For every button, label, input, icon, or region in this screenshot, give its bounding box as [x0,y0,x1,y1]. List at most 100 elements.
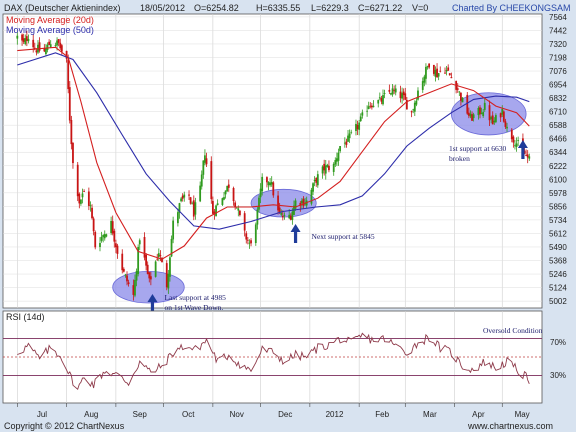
candle-body [382,95,384,105]
candle-body [347,135,349,142]
candle-body [83,191,85,192]
rsi-annotation: Oversold Condition [483,326,543,335]
candle-body [294,200,297,209]
chart-title: DAX (Deutscher Aktienindex) [4,3,121,13]
x-tick-label: Aug [84,410,98,419]
candle-body [70,119,73,145]
candle-body [243,213,246,231]
candle-body [60,45,63,52]
candle-body [216,203,219,206]
y-tick-label: 6588 [549,121,567,130]
candle-body [148,272,151,279]
first-support-arrow [517,140,528,159]
open-readout: O=6254.82 [194,3,239,13]
candle-body [335,158,338,162]
legend-ma20: Moving Average (20d) [6,15,94,25]
candle-body [394,88,397,93]
candle-body [183,194,186,198]
candle-body [68,87,71,121]
candle-body [116,245,119,254]
next-support-arrow [290,224,301,243]
candle-body [491,115,494,125]
candle-body [256,209,259,225]
candle-body [259,188,262,198]
candle-body [176,212,179,224]
candle-body [234,202,237,208]
candle-body [270,181,273,185]
candle-body [227,184,230,188]
candle-body [172,220,175,240]
candle-body [512,136,515,143]
last-support-label: on 1st Wave Down. [164,303,223,312]
candle-body [49,44,52,48]
candle-body [372,105,375,108]
candle-body [157,253,160,257]
candle-body [316,174,319,186]
candle-body [434,69,437,77]
candle-body [358,122,361,130]
y-tick-label: 6954 [549,81,567,90]
candle-body [16,35,19,39]
candle-body [102,235,105,237]
y-tick-label: 6344 [549,148,567,157]
arrow-shaft [293,231,298,243]
last-support-arrow [147,294,158,313]
footer-url: www.chartnexus.com [467,421,553,431]
y-tick-label: 6710 [549,108,567,117]
candle-body [493,120,496,123]
candle-body [366,110,369,112]
first-support-label: 1st support at 6630 [449,144,507,153]
moving-averages [17,46,530,260]
candle-body [237,208,240,211]
candle-body [405,99,408,110]
candle-body [445,70,448,72]
candle-body [226,185,229,192]
candle-body [122,268,125,272]
candle-body [81,193,84,198]
y-tick-label: 7198 [549,53,567,62]
candle-body [111,221,114,234]
candle-body [477,107,480,116]
candle-body [369,105,372,107]
date-axis: Jul Aug Sep Oct Nov Dec 2012 Feb Mar Apr May [17,403,530,419]
arrow-shaft [521,147,525,159]
candle-body [399,91,402,99]
candle-body [199,185,202,202]
candle-body [27,38,30,42]
candle-body [428,63,431,68]
candle-body [21,34,23,41]
candle-body [25,36,28,41]
candle-body [100,236,103,241]
candle-body [310,189,313,204]
candle-body [410,111,413,113]
candle-body [425,66,427,79]
candle-body [114,243,117,248]
rsi-level-30: 30% [550,371,566,380]
candle-body [377,100,380,104]
candle-body [24,38,27,44]
candle-body [167,273,170,289]
candle-body [80,199,82,204]
candle-body [480,113,483,114]
candle-body [250,240,252,244]
candle-body [135,270,138,281]
candle-body [483,102,486,110]
candle-body [313,179,316,182]
candle-body [456,88,459,90]
candle-body [506,126,508,129]
y-tick-label: 7076 [549,67,567,76]
candle-body [343,142,346,144]
candle-body [192,200,195,217]
candle-body [447,67,450,71]
candle-body [345,141,348,145]
candle-body [332,163,335,172]
candle-body [204,155,206,163]
candle-body [391,88,394,95]
candle-body [299,202,302,206]
candle-body [245,233,248,240]
candle-body [450,77,453,79]
candle-body [444,72,446,74]
candle-body [367,106,370,109]
y-tick-label: 6100 [549,175,567,184]
